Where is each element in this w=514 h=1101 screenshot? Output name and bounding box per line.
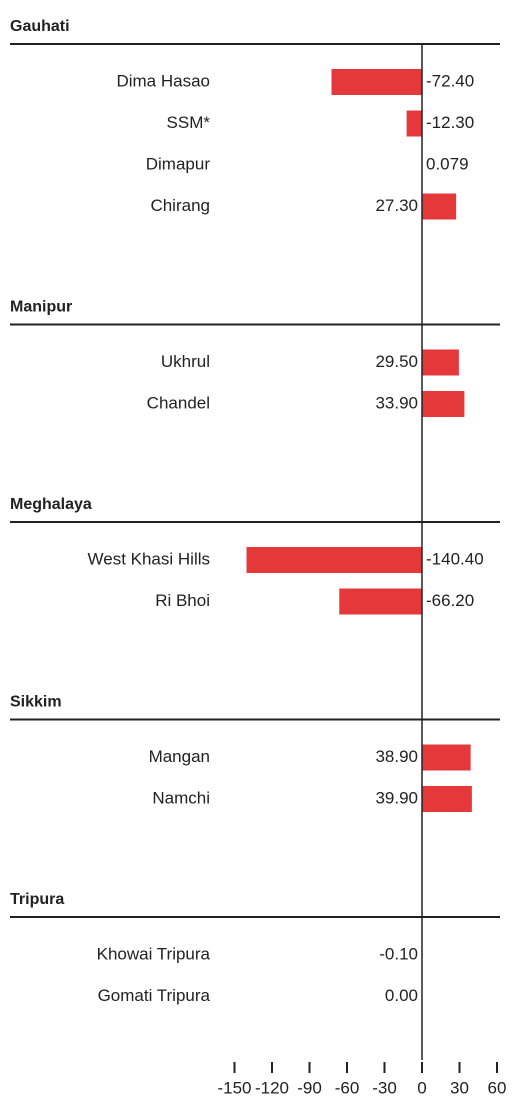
- category-label: Gomati Tripura: [98, 986, 211, 1005]
- x-tick-label: 30: [450, 1078, 469, 1097]
- x-tick-label: -30: [372, 1078, 397, 1097]
- group-title: Sikkim: [10, 694, 62, 711]
- value-label: 0.00: [385, 986, 418, 1005]
- bar: [339, 588, 422, 615]
- category-label: Namchi: [152, 788, 210, 807]
- bar: [422, 193, 457, 220]
- category-label: SSM*: [167, 113, 211, 132]
- value-label: 29.50: [375, 352, 418, 371]
- value-label: 0.079: [426, 154, 469, 173]
- bar: [406, 110, 422, 137]
- bar: [422, 786, 472, 812]
- category-label: Ukhrul: [161, 352, 210, 371]
- bar: [422, 391, 465, 417]
- group-title: Gauhati: [10, 18, 70, 35]
- category-label: Dimapur: [146, 154, 211, 173]
- value-label: -72.40: [426, 71, 474, 90]
- x-tick-label: 0: [417, 1078, 426, 1097]
- x-tick-label: -150: [217, 1078, 251, 1097]
- value-label: -66.20: [426, 591, 474, 610]
- value-label: -140.40: [426, 549, 484, 568]
- bar: [422, 349, 459, 376]
- group-title: Tripura: [10, 891, 64, 908]
- category-label: Chandel: [147, 393, 210, 412]
- value-label: 27.30: [375, 196, 418, 215]
- x-tick-label: 60: [488, 1078, 507, 1097]
- x-tick-label: -60: [335, 1078, 360, 1097]
- x-tick-label: -90: [297, 1078, 322, 1097]
- group-title: Manipur: [10, 299, 72, 316]
- category-label: Chirang: [150, 196, 210, 215]
- category-label: Ri Bhoi: [155, 591, 210, 610]
- bar: [246, 547, 422, 573]
- category-label: Mangan: [149, 747, 210, 766]
- bar: [331, 69, 422, 95]
- category-label: Dima Hasao: [116, 71, 210, 90]
- value-label: 38.90: [375, 747, 418, 766]
- value-label: 33.90: [375, 393, 418, 412]
- bar: [422, 744, 471, 771]
- value-label: 39.90: [375, 788, 418, 807]
- group-title: Meghalaya: [10, 496, 92, 513]
- x-tick-label: -120: [255, 1078, 289, 1097]
- value-label: -12.30: [426, 113, 474, 132]
- category-label: Khowai Tripura: [97, 944, 211, 963]
- value-label: -0.10: [379, 944, 418, 963]
- category-label: West Khasi Hills: [88, 549, 211, 568]
